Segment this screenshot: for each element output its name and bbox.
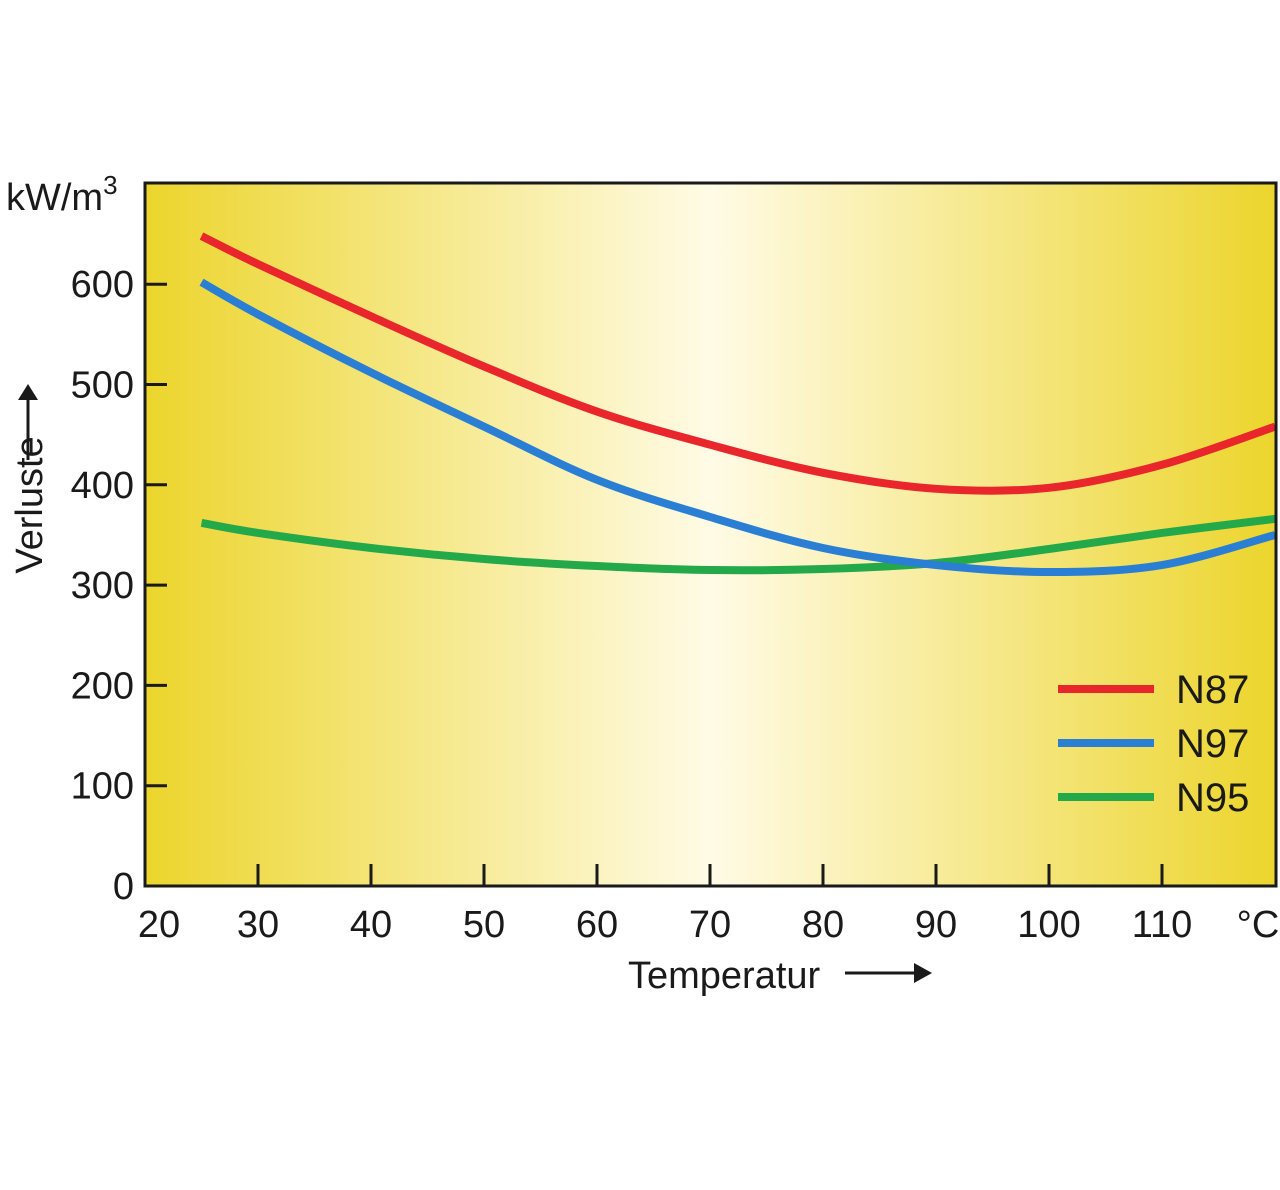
- y-axis-ticks: 0 100 200 300 400 500 600: [71, 264, 167, 908]
- x-tick-label: 20: [138, 904, 180, 946]
- series-layer: [199, 232, 1276, 577]
- x-tick-label: 50: [463, 904, 505, 946]
- x-tick-label: 70: [689, 904, 731, 946]
- x-axis-arrow: [845, 963, 932, 983]
- y-tick-label: 500: [71, 365, 134, 407]
- y-tick-label: 200: [71, 665, 134, 707]
- series-line-n87: [199, 232, 1276, 495]
- x-tick-label: 40: [350, 904, 392, 946]
- legend-label-n87: N87: [1176, 668, 1249, 712]
- y-tick-label: 600: [71, 264, 134, 306]
- y-tick-label: 100: [71, 766, 134, 808]
- x-tick-label: 90: [915, 904, 957, 946]
- y-tick-label: 400: [71, 465, 134, 507]
- y-unit-label: kW/m3: [6, 170, 118, 219]
- series-line-n97: [199, 278, 1276, 577]
- x-tick-label: 30: [237, 904, 279, 946]
- legend-label-n95: N95: [1176, 776, 1249, 820]
- series-line-n95: [200, 514, 1276, 575]
- y-tick-label: 300: [71, 565, 134, 607]
- x-axis-ticks: 20 30 40 50 60 70 80 90 100 110: [138, 864, 1192, 946]
- x-tick-label: 100: [1017, 904, 1080, 946]
- y-tick-label: 0: [113, 866, 134, 908]
- legend-label-n97: N97: [1176, 722, 1249, 766]
- x-tick-label: 80: [802, 904, 844, 946]
- y-axis-title: Verluste: [9, 436, 51, 573]
- x-tick-label: 110: [1132, 904, 1193, 946]
- x-unit-label: °C: [1237, 904, 1280, 946]
- legend: N87 N97 N95: [1058, 668, 1249, 820]
- x-axis-title: Temperatur: [628, 955, 821, 997]
- y-axis-arrow: [18, 384, 38, 460]
- y-axis-title-group: Verluste: [9, 436, 51, 573]
- x-tick-label: 60: [576, 904, 618, 946]
